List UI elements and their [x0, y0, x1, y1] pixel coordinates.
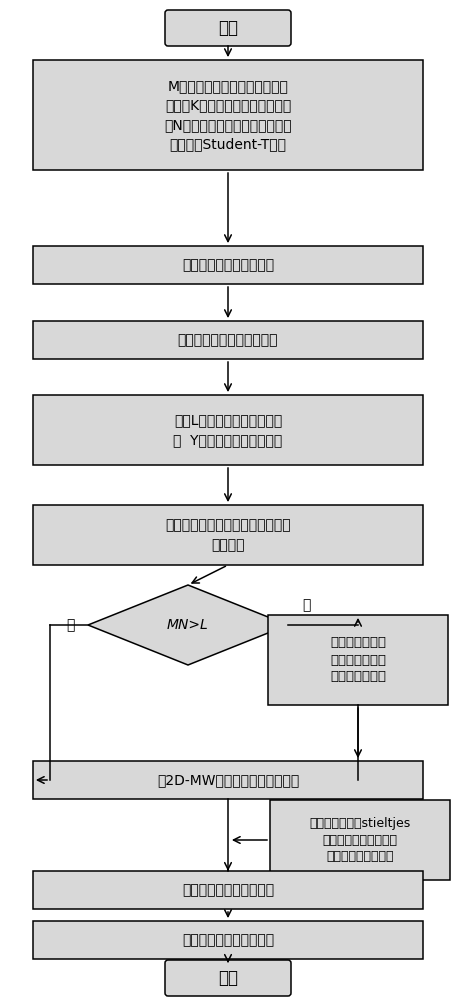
FancyBboxPatch shape	[165, 10, 290, 46]
FancyBboxPatch shape	[165, 960, 290, 996]
FancyBboxPatch shape	[33, 395, 422, 465]
FancyBboxPatch shape	[33, 60, 422, 170]
FancyBboxPatch shape	[33, 505, 422, 565]
Text: M个发射阵元发射相互正交的信
号，经K个目标反射后，回波信号
由N个接收阵元接收，信号传输过
程中混入Student-T噪声: M个发射阵元发射相互正交的信 号，经K个目标反射后，回波信号 由N个接收阵元接收…	[164, 79, 291, 151]
Text: 是: 是	[301, 598, 309, 612]
Text: 用2D-MW算法得到谱峰搜索函数: 用2D-MW算法得到谱峰搜索函数	[157, 773, 298, 787]
FancyBboxPatch shape	[33, 246, 422, 284]
FancyBboxPatch shape	[33, 761, 422, 799]
Text: 收集L个采样数据得到随机矩
阵  Y，求得采样协方差矩阵: 收集L个采样数据得到随机矩 阵 Y，求得采样协方差矩阵	[173, 413, 282, 447]
Text: 根据围线积分、stieltjes
变换、留数定理推导代
价函数的准确修正值: 根据围线积分、stieltjes 变换、留数定理推导代 价函数的准确修正值	[308, 816, 410, 863]
Text: 进行匹配滤波和矢量化处理: 进行匹配滤波和矢量化处理	[177, 333, 278, 347]
FancyBboxPatch shape	[33, 921, 422, 959]
Text: 利用定点迭代求协方差矩阵的极大
似然估计: 利用定点迭代求协方差矩阵的极大 似然估计	[165, 518, 290, 552]
FancyBboxPatch shape	[269, 800, 449, 880]
FancyBboxPatch shape	[268, 615, 447, 705]
Text: 进行谱峰搜索得到收发角: 进行谱峰搜索得到收发角	[182, 933, 273, 947]
Text: MN>L: MN>L	[167, 618, 208, 632]
Polygon shape	[88, 585, 288, 665]
FancyBboxPatch shape	[33, 321, 422, 359]
Text: 构造稳健的谱峰搜索函数: 构造稳健的谱峰搜索函数	[182, 883, 273, 897]
Text: 对接收信号进行数据采样: 对接收信号进行数据采样	[182, 258, 273, 272]
Text: 结束: 结束	[217, 969, 238, 987]
Text: 否: 否	[66, 618, 74, 632]
Text: 开始: 开始	[217, 19, 238, 37]
FancyBboxPatch shape	[33, 871, 422, 909]
Text: 利用线性收缩技
术获得协方差矩
阵的一致估计量: 利用线性收缩技 术获得协方差矩 阵的一致估计量	[329, 637, 385, 684]
